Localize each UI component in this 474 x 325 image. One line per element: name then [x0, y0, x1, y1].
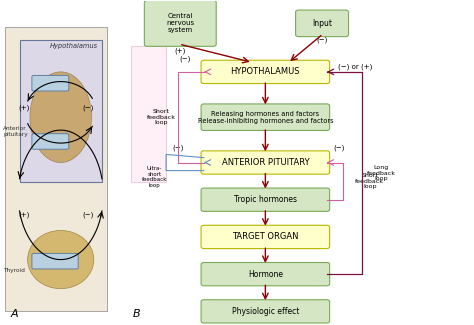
- FancyBboxPatch shape: [19, 40, 102, 182]
- Text: (+): (+): [18, 104, 30, 111]
- Text: Ultra-
short
feedback
loop: Ultra- short feedback loop: [142, 166, 167, 188]
- Text: TSH: TSH: [42, 137, 59, 146]
- FancyBboxPatch shape: [32, 75, 69, 91]
- FancyBboxPatch shape: [32, 254, 78, 269]
- FancyBboxPatch shape: [201, 263, 329, 286]
- Text: (−): (−): [333, 145, 344, 151]
- Text: Releasing hormones and factors
Release-inhibiting hormones and factors: Releasing hormones and factors Release-i…: [198, 111, 333, 124]
- FancyBboxPatch shape: [32, 134, 69, 149]
- Text: ANTERIOR PITUITARY: ANTERIOR PITUITARY: [221, 158, 309, 167]
- Text: (+): (+): [174, 48, 186, 54]
- Text: Short
feedback
loop: Short feedback loop: [355, 173, 384, 189]
- FancyBboxPatch shape: [201, 300, 329, 323]
- Text: (−) or (+): (−) or (+): [338, 64, 373, 70]
- FancyBboxPatch shape: [201, 104, 329, 130]
- Text: Tropic hormones: Tropic hormones: [234, 195, 297, 204]
- Text: Physiologic effect: Physiologic effect: [232, 307, 299, 316]
- Text: (−): (−): [172, 145, 183, 151]
- FancyBboxPatch shape: [201, 225, 329, 249]
- FancyBboxPatch shape: [5, 27, 107, 311]
- Ellipse shape: [27, 230, 94, 289]
- Text: Short
feedback
loop: Short feedback loop: [147, 109, 176, 125]
- FancyBboxPatch shape: [131, 46, 166, 182]
- Text: Central
nervous
system: Central nervous system: [166, 13, 194, 33]
- Text: (+): (+): [18, 211, 30, 217]
- Text: Hypothalamus: Hypothalamus: [50, 43, 98, 49]
- Text: TRH: TRH: [41, 79, 59, 88]
- Text: Thyroid: Thyroid: [3, 268, 25, 273]
- FancyBboxPatch shape: [145, 0, 216, 46]
- FancyBboxPatch shape: [296, 10, 348, 37]
- Text: Input: Input: [312, 19, 332, 28]
- FancyBboxPatch shape: [201, 188, 329, 211]
- Text: TARGET ORGAN: TARGET ORGAN: [232, 232, 299, 241]
- FancyBboxPatch shape: [201, 151, 329, 174]
- Text: $T_3 + T_4$: $T_3 + T_4$: [42, 256, 68, 266]
- Text: (−): (−): [82, 104, 94, 111]
- Text: Long
feedback
loop: Long feedback loop: [367, 165, 396, 181]
- Text: (−): (−): [316, 36, 328, 43]
- Text: A: A: [10, 309, 18, 319]
- Ellipse shape: [30, 72, 91, 162]
- FancyBboxPatch shape: [201, 60, 329, 84]
- Text: (−): (−): [179, 56, 191, 62]
- Text: B: B: [133, 309, 141, 319]
- Text: Anterior
pituitary: Anterior pituitary: [3, 126, 28, 137]
- Text: (−): (−): [82, 211, 94, 217]
- Text: HYPOTHALAMUS: HYPOTHALAMUS: [231, 67, 300, 76]
- Text: Hormone: Hormone: [248, 270, 283, 279]
